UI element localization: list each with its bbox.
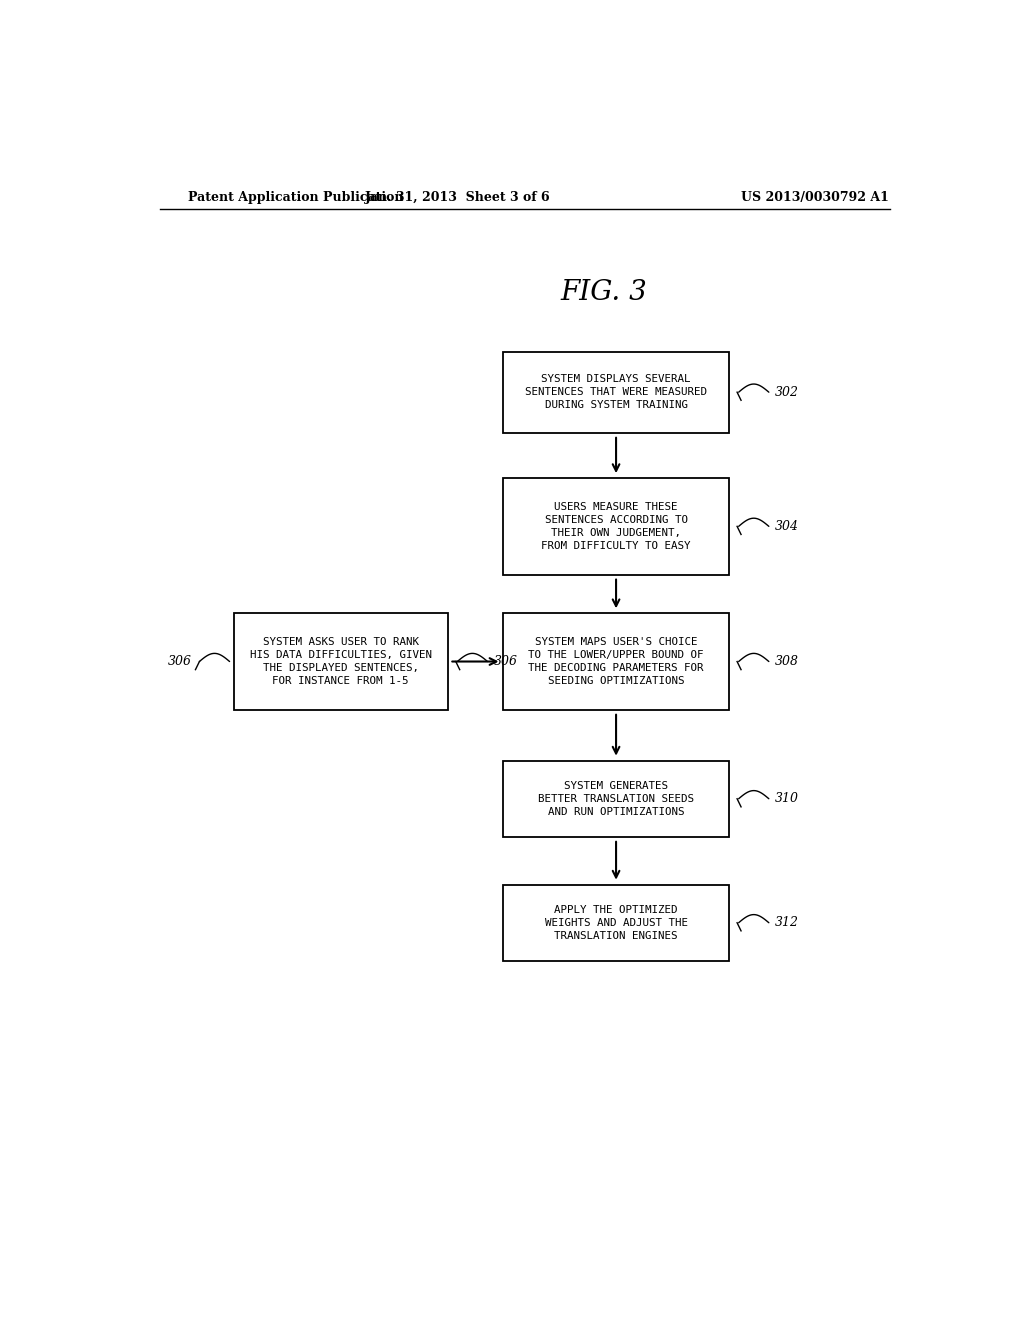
Text: 302: 302 (775, 385, 799, 399)
Text: 304: 304 (775, 520, 799, 533)
Bar (503, 351, 729, 433)
Text: 312: 312 (775, 916, 799, 929)
Bar (503, 478, 729, 574)
Bar (503, 884, 729, 961)
Bar (233, 614, 447, 710)
Text: US 2013/0030792 A1: US 2013/0030792 A1 (740, 190, 889, 203)
Text: 306: 306 (168, 655, 191, 668)
Text: SYSTEM GENERATES
BETTER TRANSLATION SEEDS
AND RUN OPTIMIZATIONS: SYSTEM GENERATES BETTER TRANSLATION SEED… (538, 780, 694, 817)
Text: 308: 308 (775, 655, 799, 668)
Text: 310: 310 (775, 792, 799, 805)
Text: SYSTEM MAPS USER'S CHOICE
TO THE LOWER/UPPER BOUND OF
THE DECODING PARAMETERS FO: SYSTEM MAPS USER'S CHOICE TO THE LOWER/U… (528, 636, 703, 686)
Text: Patent Application Publication: Patent Application Publication (187, 190, 403, 203)
Text: 306: 306 (494, 655, 518, 668)
Text: SYSTEM ASKS USER TO RANK
HIS DATA DIFFICULTIES, GIVEN
THE DISPLAYED SENTENCES,
F: SYSTEM ASKS USER TO RANK HIS DATA DIFFIC… (250, 636, 432, 686)
Bar (503, 614, 729, 710)
Text: SYSTEM DISPLAYS SEVERAL
SENTENCES THAT WERE MEASURED
DURING SYSTEM TRAINING: SYSTEM DISPLAYS SEVERAL SENTENCES THAT W… (525, 374, 707, 411)
Text: APPLY THE OPTIMIZED
WEIGHTS AND ADJUST THE
TRANSLATION ENGINES: APPLY THE OPTIMIZED WEIGHTS AND ADJUST T… (545, 904, 687, 941)
Text: FIG. 3: FIG. 3 (561, 279, 647, 306)
Text: Jan. 31, 2013  Sheet 3 of 6: Jan. 31, 2013 Sheet 3 of 6 (365, 190, 550, 203)
Text: USERS MEASURE THESE
SENTENCES ACCORDING TO
THEIR OWN JUDGEMENT,
FROM DIFFICULTY : USERS MEASURE THESE SENTENCES ACCORDING … (542, 502, 691, 552)
Bar (503, 760, 729, 837)
